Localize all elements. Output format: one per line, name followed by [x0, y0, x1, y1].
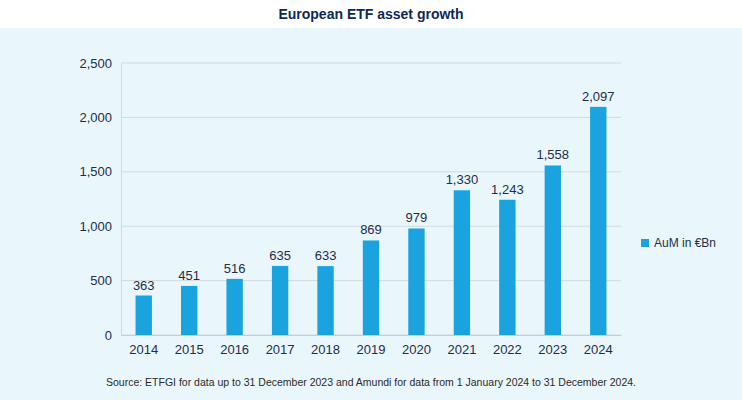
y-tick-label: 0 [105, 328, 112, 343]
data-label: 451 [178, 268, 200, 283]
bar [408, 228, 424, 335]
x-tick: 2022 [493, 335, 522, 357]
bar [181, 286, 197, 335]
data-label: 635 [269, 248, 291, 263]
bar [545, 165, 561, 335]
x-tick: 2019 [357, 335, 386, 357]
x-tick: 2021 [447, 335, 476, 357]
data-label: 363 [133, 278, 155, 293]
x-tick-label: 2023 [538, 342, 567, 357]
data-label: 1,330 [446, 172, 479, 187]
data-label: 633 [315, 248, 337, 263]
x-tick-label: 2021 [447, 342, 476, 357]
x-tick-label: 2022 [493, 342, 522, 357]
bar [136, 296, 152, 335]
y-tick: 2,500 [79, 56, 121, 71]
x-tick: 2018 [311, 335, 340, 357]
y-axis: 0 500 1,000 1,500 2,000 2,500 [79, 56, 121, 343]
x-tick-label: 2024 [584, 342, 613, 357]
x-tick-label: 2017 [266, 342, 295, 357]
x-axis: 2014 2015 2016 2017 2018 2019 2020 2021 2022 2023… [122, 335, 622, 357]
legend-label: AuM in €Bn [654, 236, 716, 250]
y-tick: 1,500 [79, 164, 121, 179]
x-tick: 2024 [584, 335, 613, 357]
bar [590, 107, 606, 335]
background [0, 28, 742, 400]
x-tick-label: 2015 [175, 342, 204, 357]
y-tick: 1,000 [79, 219, 121, 234]
bar [454, 190, 470, 335]
x-tick: 2014 [129, 335, 158, 357]
y-axis-line [121, 64, 122, 336]
x-tick: 2016 [220, 335, 249, 357]
bar [499, 200, 515, 335]
data-label: 516 [224, 261, 246, 276]
x-tick-label: 2020 [402, 342, 431, 357]
x-tick: 2023 [538, 335, 567, 357]
bar [317, 266, 333, 335]
data-label: 979 [406, 210, 428, 225]
y-tick-label: 1,500 [79, 164, 112, 179]
grid [121, 63, 621, 335]
y-tick-label: 500 [90, 273, 112, 288]
x-tick: 2020 [402, 335, 431, 357]
bar [272, 266, 288, 335]
grid-line [121, 117, 621, 118]
x-tick: 2015 [175, 335, 204, 357]
y-tick-label: 2,000 [79, 110, 112, 125]
x-axis-line [122, 335, 622, 336]
chart: European ETF asset growth 0 500 1,000 1,500 2… [0, 0, 742, 400]
data-labels: 363 451 516 635 633 869 979 1,330 1,243 1,558 2,09… [133, 89, 615, 293]
data-label: 2,097 [582, 89, 615, 104]
x-tick-label: 2016 [220, 342, 249, 357]
source-note: Source: ETFGI for data up to 31 December… [106, 376, 636, 388]
y-tick: 500 [90, 273, 121, 288]
data-label: 869 [360, 222, 382, 237]
x-tick-label: 2014 [129, 342, 158, 357]
title: European ETF asset growth [278, 6, 463, 22]
y-tick: 2,000 [79, 110, 121, 125]
y-tick: 0 [105, 328, 121, 343]
data-label: 1,558 [537, 147, 570, 162]
x-tick-label: 2018 [311, 342, 340, 357]
bar [363, 240, 379, 335]
grid-line [121, 63, 621, 64]
data-label: 1,243 [491, 182, 524, 197]
legend: AuM in €Bn [641, 236, 716, 250]
plot-area [136, 107, 607, 335]
y-tick-label: 1,000 [79, 219, 112, 234]
y-tick-label: 2,500 [79, 56, 112, 71]
legend-swatch [641, 239, 649, 247]
x-tick: 2017 [266, 335, 295, 357]
bar [226, 279, 242, 335]
x-tick-label: 2019 [357, 342, 386, 357]
